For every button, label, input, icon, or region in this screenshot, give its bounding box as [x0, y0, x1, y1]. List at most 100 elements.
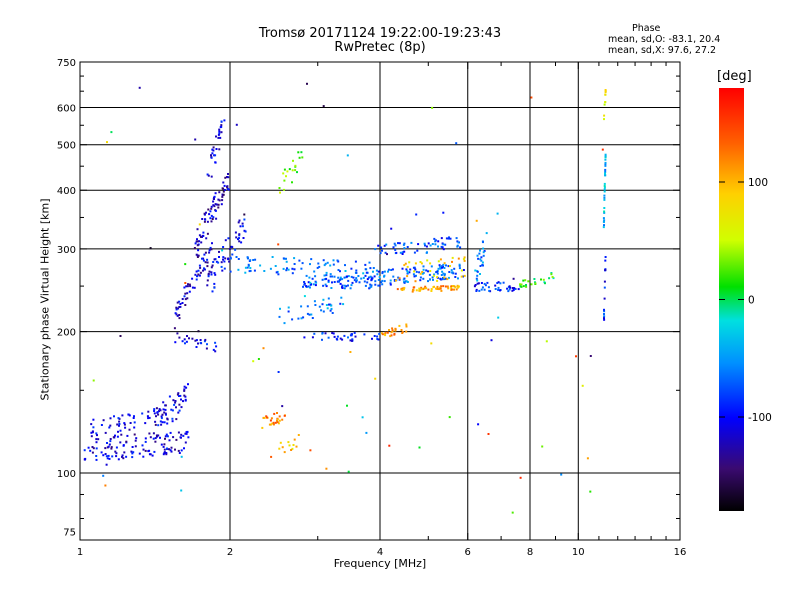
echo-point — [229, 270, 232, 273]
echo-point — [405, 330, 408, 333]
echo-point — [453, 288, 455, 291]
echo-point — [183, 295, 186, 298]
echo-point — [524, 279, 527, 282]
echo-point — [214, 341, 217, 344]
echo-point — [270, 417, 273, 420]
echo-point — [181, 340, 184, 343]
echo-point — [288, 444, 291, 447]
echo-point — [109, 438, 112, 440]
echo-point — [249, 267, 252, 269]
echo-point — [604, 172, 606, 175]
echo-point — [279, 307, 281, 310]
echo-point — [228, 188, 230, 191]
echo-point — [343, 284, 346, 287]
echo-point — [138, 452, 141, 455]
echo-point — [184, 304, 187, 306]
echo-point — [276, 418, 279, 421]
echo-point — [175, 308, 178, 311]
echo-point — [184, 432, 187, 435]
echo-point — [511, 287, 514, 289]
echo-point — [352, 276, 355, 279]
echo-point — [541, 445, 544, 448]
echo-point — [176, 314, 179, 317]
echo-point — [129, 422, 132, 424]
echo-point — [321, 278, 324, 281]
echo-point — [146, 415, 149, 418]
echo-point — [199, 266, 202, 269]
echo-point — [160, 415, 163, 418]
echo-point — [333, 281, 336, 283]
echo-point — [603, 186, 606, 189]
echo-point — [218, 191, 221, 194]
echo-point — [413, 251, 416, 254]
echo-point — [488, 289, 491, 292]
echo-point — [458, 285, 460, 288]
echo-point — [326, 307, 329, 310]
echo-point — [202, 259, 205, 262]
echo-point — [439, 287, 442, 290]
echo-point — [478, 252, 481, 255]
echo-point — [401, 289, 404, 291]
echo-point — [364, 268, 367, 271]
echo-point — [235, 236, 238, 239]
echo-point — [213, 195, 216, 198]
echo-point — [83, 449, 86, 452]
echo-point — [291, 272, 294, 275]
echo-point — [200, 235, 202, 238]
echo-point — [433, 237, 436, 240]
echo-point — [421, 272, 424, 275]
echo-point — [156, 411, 159, 414]
echo-point — [226, 185, 229, 188]
echo-point — [215, 345, 218, 348]
echo-point — [346, 404, 348, 407]
echo-point — [177, 411, 180, 414]
echo-point — [222, 190, 225, 193]
echo-point — [436, 272, 439, 275]
echo-point — [246, 266, 249, 269]
echo-point — [550, 273, 553, 276]
y-tick-label: 75 — [63, 528, 76, 539]
echo-point — [183, 394, 186, 397]
echo-point — [586, 457, 589, 460]
echo-point — [218, 130, 221, 133]
echo-point — [483, 282, 486, 285]
y-tick-label: 750 — [57, 58, 76, 69]
echo-point — [368, 261, 371, 264]
echo-point — [447, 265, 450, 268]
echo-point — [322, 105, 325, 108]
echo-point — [327, 279, 330, 282]
echo-point — [603, 194, 606, 197]
echo-point — [176, 301, 179, 304]
echo-point — [332, 259, 335, 262]
echo-point — [604, 89, 607, 91]
echo-point — [285, 260, 288, 263]
echo-point — [430, 288, 433, 291]
echo-point — [392, 275, 395, 278]
echo-point — [285, 257, 287, 260]
echo-point — [394, 248, 397, 251]
echo-point — [412, 288, 414, 291]
echo-point — [302, 285, 304, 288]
echo-point — [206, 265, 209, 268]
echo-point — [291, 447, 294, 450]
echo-point — [242, 237, 245, 239]
echo-point — [108, 426, 111, 429]
echo-point — [308, 276, 311, 279]
echo-point — [291, 181, 293, 184]
echo-point — [575, 355, 577, 358]
echo-point — [187, 283, 189, 286]
echo-point — [213, 205, 216, 208]
echo-point — [115, 452, 118, 455]
echo-point — [227, 258, 230, 261]
echo-point — [405, 325, 408, 328]
echo-point — [604, 168, 607, 171]
echo-point — [294, 169, 297, 172]
echo-point — [552, 277, 555, 280]
echo-point — [442, 263, 445, 266]
echo-point — [437, 267, 440, 270]
echo-point — [196, 238, 198, 241]
echo-point — [367, 276, 370, 279]
echo-point — [381, 271, 384, 273]
echo-point — [117, 417, 120, 420]
echo-point — [604, 101, 607, 104]
